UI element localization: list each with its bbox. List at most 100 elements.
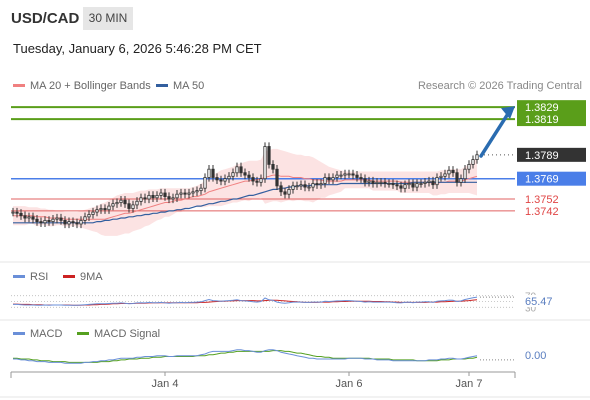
candle (307, 186, 311, 189)
candle (403, 184, 407, 189)
macd-signal-swatch (77, 331, 89, 335)
candle (59, 217, 63, 221)
candle (335, 174, 339, 178)
candle (83, 216, 87, 221)
candle (255, 180, 259, 183)
candle (395, 184, 399, 187)
candle (451, 169, 455, 174)
candle (51, 218, 55, 222)
ma20-line (13, 174, 478, 220)
resistance-price-label: 1.3829 (525, 102, 559, 114)
candle (343, 173, 347, 176)
legend-ma50: MA 50 (156, 80, 204, 92)
candle (367, 180, 371, 183)
forecast-arrowhead (501, 106, 515, 120)
candle (327, 177, 331, 181)
rsi-ma-swatch (63, 274, 75, 278)
candle (199, 187, 203, 191)
candle (379, 181, 383, 184)
candle (195, 190, 199, 193)
candle (27, 216, 31, 219)
candle (287, 188, 291, 195)
rsi-ma-label: 9MA (80, 271, 103, 283)
candle (147, 194, 151, 200)
candle (283, 191, 287, 195)
candle (163, 192, 167, 197)
pivot-price-tag (517, 171, 586, 186)
candle (415, 183, 419, 188)
candle (331, 177, 335, 181)
candle (187, 192, 191, 195)
candle (127, 203, 131, 209)
candle (23, 215, 27, 219)
candle (87, 214, 91, 218)
candle (107, 205, 111, 211)
candle (63, 219, 67, 225)
candle (115, 202, 119, 205)
candle (359, 177, 363, 180)
rsi-swatch (13, 274, 25, 278)
candle (347, 173, 351, 176)
candle (439, 175, 443, 178)
candle (55, 217, 59, 220)
candle (119, 199, 123, 203)
candle (279, 185, 283, 193)
candle (99, 208, 103, 211)
forecast-arrow (479, 110, 511, 158)
candle (471, 159, 475, 165)
candle (179, 192, 183, 195)
candle (95, 209, 99, 213)
candle (91, 211, 95, 215)
candle (143, 197, 147, 200)
bollinger-band (13, 148, 477, 236)
macd-signal-label: MACD Signal (94, 328, 161, 340)
candle (215, 177, 219, 181)
candle (183, 192, 187, 195)
candle (259, 178, 263, 183)
candle (75, 222, 79, 225)
candle (463, 168, 467, 180)
candle (43, 219, 47, 224)
candle (207, 168, 211, 178)
resistance-price-tag (517, 100, 586, 115)
candle (299, 184, 303, 187)
candle (243, 172, 247, 176)
candle (235, 166, 239, 174)
ma50-label: MA 50 (173, 80, 205, 92)
candle (423, 181, 427, 184)
candle (47, 219, 51, 222)
rsi-lower-level-label: 30 (525, 303, 537, 314)
timeframe-button[interactable]: 30 MIN (83, 7, 133, 30)
candle (35, 218, 39, 222)
ma50-swatch (156, 83, 168, 87)
candle (131, 204, 135, 209)
candle (123, 199, 127, 205)
candle (431, 180, 435, 186)
candle (251, 177, 255, 182)
candle (203, 177, 207, 189)
candle (271, 163, 275, 170)
candle (135, 200, 139, 206)
candle (303, 184, 307, 188)
legend-macd: MACD (13, 328, 62, 340)
research-credit: Research © 2026 Trading Central (417, 80, 582, 92)
candle (443, 173, 447, 177)
candle (459, 178, 463, 183)
rsi-value-bg (518, 295, 578, 307)
candle (175, 193, 179, 199)
support-price-label: 1.3752 (525, 194, 559, 206)
candle (295, 185, 299, 188)
candle (311, 183, 315, 188)
symbol-title: USD/CAD (11, 10, 80, 27)
candle (447, 169, 451, 175)
resistance-price-tag (517, 112, 586, 127)
candle (167, 196, 171, 200)
last-price-label: 1.3789 (525, 150, 559, 162)
macd-label: MACD (30, 328, 63, 340)
pivot-price-label: 1.3769 (525, 174, 559, 186)
candle (355, 174, 359, 178)
candle (399, 185, 403, 189)
legend-rsi: RSI (13, 271, 48, 283)
candle (351, 173, 355, 176)
